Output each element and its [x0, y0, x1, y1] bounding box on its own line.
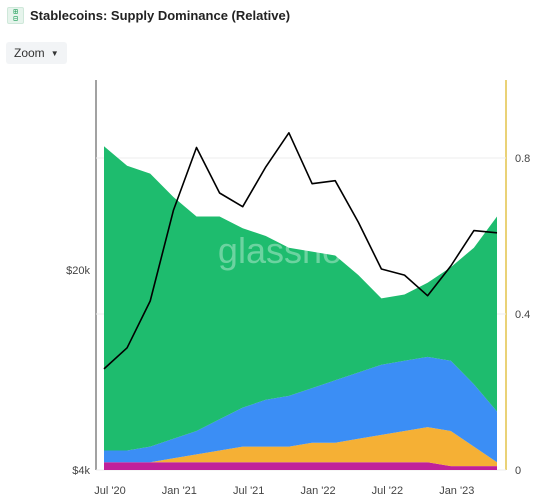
stacked-areas — [104, 146, 497, 470]
watermark-text: glassnode — [218, 230, 382, 271]
price-line-group — [103, 132, 498, 370]
chart-grid-icon: ⊞ ⊟ — [7, 7, 24, 24]
chart-title: Stablecoins: Supply Dominance (Relative) — [30, 8, 291, 23]
right-axis-ticks: 0 0.4 0.8 — [515, 153, 530, 477]
left-tick-label: $20k — [66, 265, 90, 277]
x-tick-label: Jan '23 — [439, 485, 474, 497]
x-tick-label: Jul '20 — [94, 485, 125, 497]
area-series-4 — [104, 356, 497, 463]
zoom-dropdown[interactable]: Zoom ▼ — [6, 42, 67, 64]
x-tick-label: Jan '21 — [162, 485, 197, 497]
x-tick-label: Jan '22 — [300, 485, 335, 497]
zoom-label: Zoom — [14, 46, 45, 60]
right-tick-label: 0.8 — [515, 153, 530, 165]
right-tick-label: 0 — [515, 465, 521, 477]
left-tick-label: $4k — [72, 465, 90, 477]
right-tick-label: 0.4 — [515, 309, 530, 321]
x-axis-ticks: Jul '20 Jan '21 Jul '21 Jan '22 Jul '22 Jan '… — [94, 485, 474, 497]
area-series-5 — [104, 146, 497, 451]
chevron-down-icon: ▼ — [50, 48, 59, 58]
x-tick-label: Jul '21 — [233, 485, 264, 497]
area-series-3 — [104, 427, 497, 467]
price-line — [103, 132, 498, 370]
x-tick-label: Jul '22 — [372, 485, 403, 497]
area-series-2 — [104, 462, 497, 470]
chart-header: ⊞ ⊟ Stablecoins: Supply Dominance (Relati… — [0, 0, 537, 34]
left-axis-ticks: $4k $20k — [66, 265, 90, 477]
